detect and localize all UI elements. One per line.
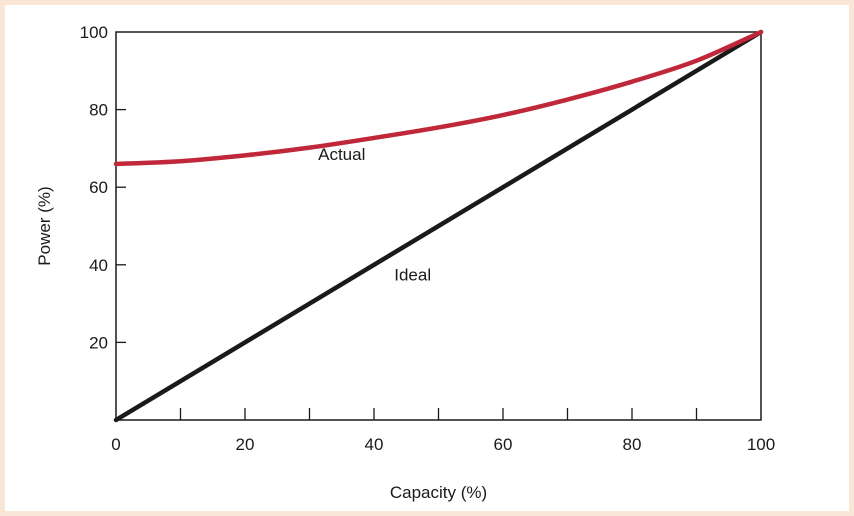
actual-annotation: Actual <box>318 145 365 164</box>
ideal-annotation: Ideal <box>394 265 431 284</box>
y-tick-label: 20 <box>89 333 108 352</box>
chart-frame: 0 20 40 60 80 100 20 40 60 80 100 Actual Ideal Capa… <box>5 5 849 511</box>
x-axis-label: Capacity (%) <box>390 483 487 502</box>
y-axis-label: Power (%) <box>35 186 54 265</box>
ticks: 0 20 40 60 80 100 20 40 60 80 100 <box>80 23 776 454</box>
y-tick-label: 80 <box>89 101 108 120</box>
x-tick-label: 100 <box>747 435 775 454</box>
series: Actual Ideal <box>113 29 764 423</box>
y-tick-label: 40 <box>89 256 108 275</box>
y-tick-label: 100 <box>80 23 108 42</box>
ideal-series-line <box>113 29 764 423</box>
line-chart: 0 20 40 60 80 100 20 40 60 80 100 Actual Ideal Capa… <box>35 23 776 502</box>
x-tick-label: 60 <box>494 435 513 454</box>
x-tick-label: 40 <box>365 435 384 454</box>
actual-series-line <box>113 29 764 167</box>
x-tick-label: 20 <box>236 435 255 454</box>
x-tick-label: 0 <box>111 435 120 454</box>
labels: Capacity (%) Power (%) <box>35 186 487 502</box>
y-tick-label: 60 <box>89 178 108 197</box>
x-tick-label: 80 <box>623 435 642 454</box>
